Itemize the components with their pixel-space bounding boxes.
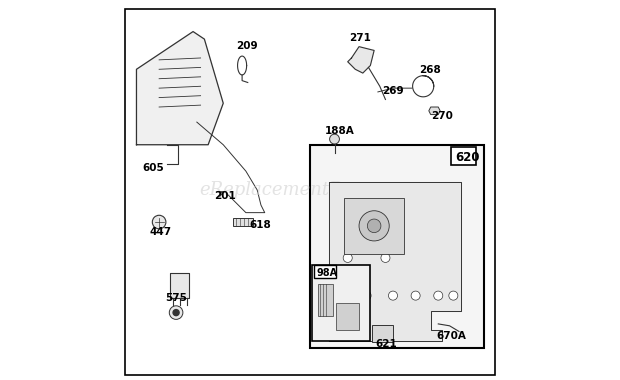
Circle shape: [169, 306, 183, 319]
Text: 618: 618: [250, 220, 272, 230]
Text: 447: 447: [149, 227, 172, 237]
Bar: [344, 198, 404, 254]
Text: 621: 621: [375, 339, 397, 349]
Bar: [337, 303, 359, 329]
Circle shape: [173, 310, 179, 316]
Circle shape: [449, 291, 458, 300]
Circle shape: [389, 291, 397, 300]
Polygon shape: [429, 107, 440, 114]
Bar: [451, 147, 476, 165]
Text: 188A: 188A: [325, 126, 355, 136]
Circle shape: [343, 253, 352, 263]
Text: 209: 209: [236, 41, 258, 51]
Polygon shape: [348, 47, 374, 73]
Text: eReplacementParts.com: eReplacementParts.com: [200, 181, 420, 199]
Polygon shape: [136, 32, 223, 145]
Bar: [170, 273, 189, 298]
Bar: [314, 266, 337, 277]
Circle shape: [434, 291, 443, 300]
Circle shape: [330, 134, 339, 144]
Circle shape: [367, 219, 381, 233]
Circle shape: [381, 253, 390, 263]
Text: 98A: 98A: [316, 268, 337, 278]
Bar: [372, 325, 393, 342]
Polygon shape: [329, 182, 461, 341]
Circle shape: [411, 291, 420, 300]
Text: 605: 605: [142, 163, 164, 173]
Text: 620: 620: [455, 150, 480, 163]
Text: 201: 201: [214, 192, 236, 201]
Text: 575: 575: [165, 293, 187, 303]
Bar: [232, 217, 254, 226]
Circle shape: [362, 291, 371, 300]
Text: 270: 270: [431, 111, 453, 121]
Circle shape: [343, 291, 352, 300]
Text: 271: 271: [350, 33, 371, 43]
Text: 670A: 670A: [436, 331, 466, 341]
Text: 269: 269: [382, 86, 403, 96]
Bar: [310, 145, 484, 348]
Bar: [317, 284, 333, 317]
Circle shape: [153, 215, 166, 229]
Circle shape: [359, 211, 389, 241]
Bar: [312, 266, 370, 341]
Text: 268: 268: [419, 65, 441, 75]
